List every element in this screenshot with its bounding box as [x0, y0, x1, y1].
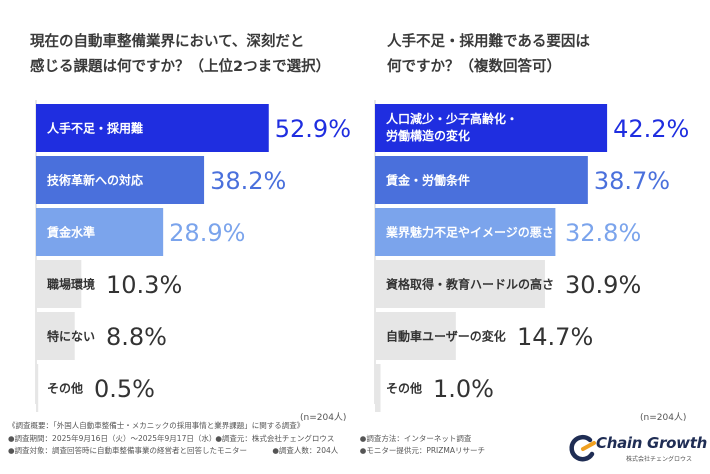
chart-1-title: 現在の自動車整備業界において、深刻だと 感じる課題は何ですか？（上位2つまで選択…	[30, 30, 330, 80]
chart-1-title-line-1: 現在の自動車整備業界において、深刻だと	[30, 34, 305, 50]
category-label-line: 賃金水準	[46, 225, 95, 240]
chart-2-title-line-2: 何ですか？（複数回答可）	[387, 59, 561, 75]
category-label-line: その他	[47, 381, 83, 396]
value-label-1-2: 38.2%	[210, 167, 286, 195]
chart-2-title: 人手不足・採用難である要因は 何ですか？（複数回答可）	[387, 30, 590, 80]
category-label-1-2: 技術革新への対応	[47, 173, 143, 188]
chart-1-n-label: (n=204人)	[300, 413, 347, 423]
chart-labor-shortage-factors: 人口減少・少子高齢化・労働構造の変化 42.2% 賃金・労働条件 38.7% 業界魅力不…	[374, 100, 689, 412]
footer-row-2: ●調査期間：2025年9月16日（火）〜2025年9月17日（水） ●調査元：株…	[8, 433, 568, 446]
survey-footer: 《調査概要：「外国人自動車整備士・メカニックの採用事情と業界課題」に関する調査》…	[8, 420, 568, 458]
footer-period: ●調査期間：2025年9月16日（火）〜2025年9月17日（水）	[8, 433, 217, 443]
category-label-line: 労働構造の変化	[386, 128, 470, 143]
value-label-1-5: 8.8%	[106, 323, 167, 351]
value-label-1-1: 52.9%	[275, 115, 351, 143]
bar-2-3	[375, 208, 556, 256]
category-label-1-4: 職場環境	[47, 277, 95, 292]
bar-2-1	[375, 104, 608, 152]
category-label-1-3: 賃金水準	[46, 225, 95, 240]
value-label-2-3: 32.8%	[565, 219, 641, 247]
bar-1-1	[36, 104, 269, 152]
bar-1-3	[36, 208, 164, 256]
chart-2-n-label: (n=204人)	[640, 413, 687, 423]
category-label-line: 特にない	[47, 329, 95, 344]
value-label-1-3: 28.9%	[169, 219, 245, 247]
value-label-2-6: 1.0%	[433, 375, 494, 403]
value-label-2-2: 38.7%	[594, 167, 670, 195]
chart-2-title-line-1: 人手不足・採用難である要因は	[387, 34, 590, 50]
footer-provider: ●モニター提供元：PRIZMAリサーチ	[359, 446, 486, 455]
category-label-2-3: 業界魅力不足やイメージの悪さ	[385, 225, 554, 240]
category-label-line: 技術革新への対応	[47, 173, 143, 188]
value-label-2-4: 30.9%	[565, 271, 641, 299]
value-label-2-5: 14.7%	[517, 323, 593, 351]
bar-1-6	[36, 364, 39, 412]
value-label-2-1: 42.2%	[613, 115, 689, 143]
category-label-2-6: その他	[386, 381, 422, 396]
category-label-line: 賃金・労働条件	[385, 173, 470, 188]
category-label-1-1: 人手不足・採用難	[47, 121, 143, 136]
footer-method: ●調査方法：インターネット調査	[359, 433, 472, 443]
bar-2-4	[375, 260, 545, 308]
category-label-2-4: 資格取得・教育ハードルの高さ	[386, 277, 554, 292]
footer-target: ●調査対象：調査回答時に自動車整備事業の経営者と回答したモニター	[8, 446, 248, 455]
footer-row-1: 《調査概要：「外国人自動車整備士・メカニックの採用事情と業界課題」に関する調査》	[8, 420, 568, 433]
chain-growth-logo: Chain Growth 株式会社チェングロウス	[568, 432, 707, 466]
category-label-line: その他	[386, 381, 422, 396]
footer-count: ●調査人数：204人	[272, 446, 339, 455]
bar-2-6	[375, 364, 381, 412]
category-label-1-5: 特にない	[47, 329, 95, 344]
logo-subtext: 株式会社チェングロウス	[626, 456, 693, 463]
category-label-line: 自動車ユーザーの変化	[386, 329, 506, 344]
category-label-line: 業界魅力不足やイメージの悪さ	[385, 225, 554, 240]
category-label-line: 人手不足・採用難	[47, 121, 143, 136]
logo-wordmark: Chain Growth	[596, 434, 707, 452]
bar-2-5	[375, 312, 456, 360]
category-label-2-2: 賃金・労働条件	[385, 173, 470, 188]
bar-1-2	[36, 156, 205, 204]
category-label-line: 職場環境	[47, 277, 95, 292]
bar-1-5	[36, 312, 75, 360]
category-label-2-5: 自動車ユーザーの変化	[386, 329, 506, 344]
category-label-1-6: その他	[47, 381, 83, 396]
chart-causes-issues: 人手不足・採用難 52.9% 技術革新への対応 38.2% 賃金水準 28.9% 職場環境 1…	[35, 100, 351, 412]
category-label-line: 人口減少・少子高齢化・	[386, 111, 518, 126]
bar-1-4	[36, 260, 82, 308]
logo-mark-icon	[569, 434, 596, 462]
value-label-1-4: 10.3%	[106, 271, 182, 299]
category-label-line: 資格取得・教育ハードルの高さ	[386, 277, 554, 292]
chart-1-title-line-2: 感じる課題は何ですか？（上位2つまで選択）	[30, 59, 331, 75]
footer-heading: 《調査概要：「外国人自動車整備士・メカニックの採用事情と業界課題」に関する調査》	[8, 421, 305, 430]
footer-source: ●調査元：株式会社チェングロウス	[215, 433, 335, 443]
category-label-2-1: 人口減少・少子高齢化・労働構造の変化	[386, 111, 518, 143]
bar-2-2	[375, 156, 588, 204]
value-label-1-6: 0.5%	[94, 375, 155, 403]
footer-row-3: ●調査対象：調査回答時に自動車整備事業の経営者と回答したモニター ●調査人数：2…	[8, 445, 568, 458]
